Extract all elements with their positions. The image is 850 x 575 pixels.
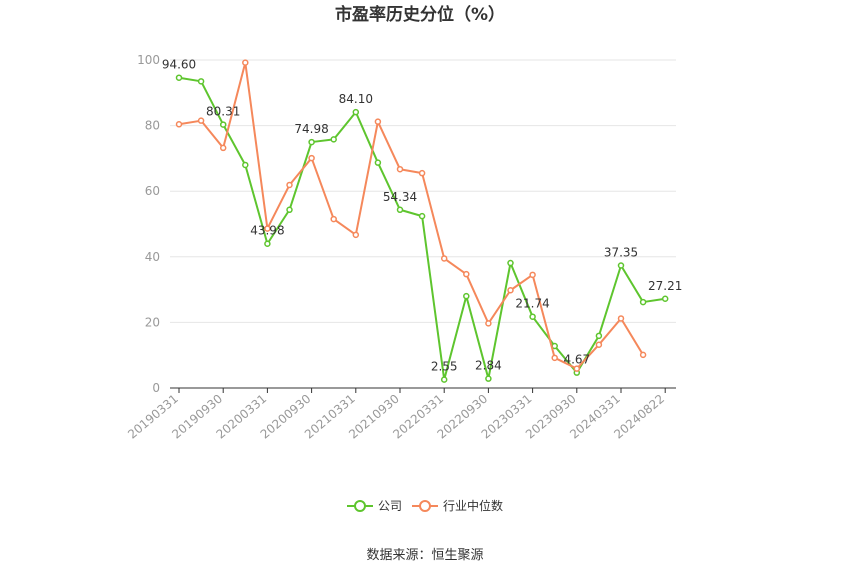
data-point-1[interactable] [507,287,514,294]
data-label: 27.21 [648,279,682,293]
data-point-0[interactable] [175,74,183,81]
data-label: 54.34 [383,190,417,204]
data-point-1[interactable] [595,341,603,348]
data-point-1[interactable] [639,351,647,359]
source-note: 数据来源：恒生聚源 [366,548,483,563]
data-point-0[interactable] [219,121,227,128]
data-point-0[interactable] [463,292,470,300]
data-label: 21.74 [515,297,549,311]
legend[interactable]: 公司 行业中位数 [347,498,503,513]
data-point-1[interactable] [396,165,404,173]
legend-label-industry-median: 行业中位数 [443,498,503,513]
data-point-1[interactable] [330,215,337,223]
data-point-1[interactable] [264,225,271,232]
data-point-1[interactable] [463,270,470,278]
data-label: 84.10 [339,92,373,106]
data-point-0[interactable] [639,298,647,306]
data-point-0[interactable] [330,136,337,143]
y-tick-label: 40 [145,250,160,264]
data-point-0[interactable] [595,332,603,340]
data-label: 94.60 [162,58,196,72]
data-point-1[interactable] [175,121,183,128]
data-label: 80.31 [206,105,240,119]
data-point-0[interactable] [242,161,249,169]
data-point-1[interactable] [242,59,249,66]
data-point-0[interactable] [507,259,514,267]
legend-marker-industry-median [419,500,431,512]
data-label: 2.55 [431,360,458,374]
legend-marker-company [354,500,366,512]
data-point-0[interactable] [308,138,315,146]
data-point-0[interactable] [264,240,271,247]
data-point-0[interactable] [529,313,536,320]
data-label: 2.84 [475,359,502,373]
axes: 2019033120190930202003312020093020210331… [125,387,676,442]
data-label: 4.67 [563,353,590,367]
y-tick-label: 0 [152,381,160,395]
data-point-0[interactable] [418,212,426,220]
data-point-1[interactable] [374,118,382,125]
y-tick-label: 100 [137,53,160,67]
data-point-0[interactable] [374,159,382,166]
data-point-1[interactable] [529,271,536,279]
data-label: 43.98 [250,224,284,238]
data-point-0[interactable] [440,376,448,383]
data-point-1[interactable] [197,117,205,124]
y-tick-label: 60 [145,184,160,198]
data-point-1[interactable] [286,181,293,189]
data-point-1[interactable] [551,354,558,362]
series [175,59,669,383]
legend-item-company[interactable]: 公司 [347,499,402,513]
data-point-0[interactable] [352,108,360,116]
y-tick-label: 80 [145,119,160,133]
data-point-0[interactable] [197,78,205,85]
data-labels: 94.60 80.31 43.98 74.98 84.10 54.34 2.55 2.84 21… [162,58,683,374]
data-point-0[interactable] [485,375,492,382]
data-point-0[interactable] [286,206,293,214]
data-point-0[interactable] [661,295,669,303]
data-point-1[interactable] [573,365,581,372]
y-tick-label: 20 [145,315,160,329]
data-point-0[interactable] [617,262,625,269]
data-point-1[interactable] [440,255,448,262]
chart-title: 市盈率历史分位（%） [335,4,505,25]
data-label: 37.35 [604,245,638,259]
data-point-1[interactable] [352,231,360,239]
data-point-1[interactable] [617,315,625,322]
data-point-1[interactable] [308,154,315,162]
data-point-0[interactable] [396,206,404,214]
data-point-1[interactable] [485,320,492,327]
data-point-1[interactable] [418,169,426,177]
data-point-1[interactable] [219,144,227,152]
data-label: 74.98 [294,122,328,136]
series-line-1 [178,61,644,370]
legend-label-company: 公司 [378,499,402,513]
legend-item-industry-median[interactable]: 行业中位数 [412,498,503,513]
